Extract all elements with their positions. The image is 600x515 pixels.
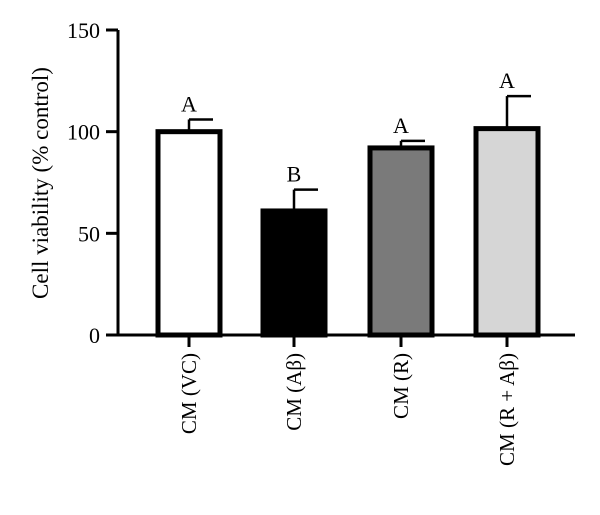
category-label: CM (VC) — [177, 353, 201, 434]
y-tick-label: 0 — [89, 323, 100, 348]
bar — [367, 145, 435, 338]
bar — [260, 208, 328, 338]
y-tick-label: 50 — [78, 221, 100, 246]
y-axis-title: Cell viability (% control) — [28, 67, 53, 299]
y-tick-label: 100 — [67, 120, 100, 145]
axes — [116, 30, 575, 337]
category-label: CM (R + Aβ) — [495, 353, 519, 466]
significance-label: A — [181, 91, 197, 116]
y-ticks: 0 50 100 150 — [67, 18, 118, 348]
category-label: CM (Aβ) — [282, 353, 306, 431]
significance-label: B — [287, 162, 302, 187]
significance-label: A — [393, 113, 409, 138]
bar — [473, 126, 541, 338]
significance-label: A — [499, 68, 515, 93]
bars: A B A A — [155, 68, 541, 338]
y-tick-label: 150 — [67, 18, 100, 43]
x-tick-labels: CM (VC) CM (Aβ) CM (R) CM (R + Aβ) — [177, 335, 519, 466]
category-label: CM (R) — [389, 353, 413, 419]
bar — [155, 129, 223, 338]
